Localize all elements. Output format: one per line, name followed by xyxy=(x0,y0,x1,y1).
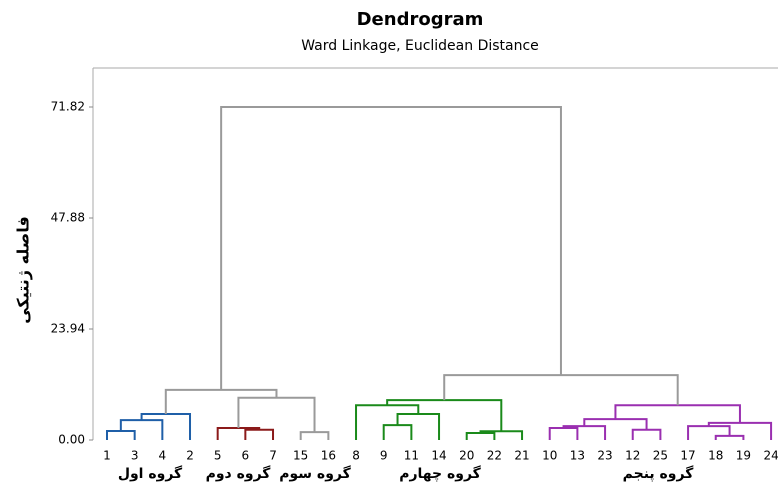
leaf-label: 23 xyxy=(597,449,612,463)
group-label: گروه دوم xyxy=(206,465,272,482)
leaf-label: 25 xyxy=(653,449,668,463)
y-tick-label: 71.82 xyxy=(51,100,85,114)
group-label: گروه چهارم xyxy=(399,465,481,482)
link xyxy=(631,428,662,440)
link xyxy=(583,418,648,430)
y-tick-label: 47.88 xyxy=(51,211,85,225)
link xyxy=(382,424,413,440)
link xyxy=(465,432,496,440)
link xyxy=(396,413,441,440)
leaf-label: 3 xyxy=(131,449,139,463)
y-axis-label: فاصله ژنتیکی xyxy=(14,216,33,324)
leaf-label: 15 xyxy=(293,449,308,463)
y-tick-label: 23.94 xyxy=(51,322,85,336)
link xyxy=(443,374,679,406)
link xyxy=(707,421,773,440)
leaf-label: 5 xyxy=(214,449,222,463)
leaf-label: 4 xyxy=(159,449,167,463)
leaf-label: 7 xyxy=(269,449,277,463)
leaf-label: 18 xyxy=(708,449,723,463)
leaf-label: 2 xyxy=(186,449,194,463)
link xyxy=(244,428,275,440)
group-label: گروه پنجم xyxy=(623,465,695,482)
leaf-label: 24 xyxy=(763,449,778,463)
y-tick-label: 0.00 xyxy=(58,433,85,447)
leaf-label: 9 xyxy=(380,449,388,463)
chart-title: Dendrogram xyxy=(357,9,484,30)
link xyxy=(714,434,745,440)
link xyxy=(106,430,136,440)
link xyxy=(140,413,192,440)
leaf-label: 11 xyxy=(404,449,419,463)
leaf-label: 13 xyxy=(570,449,585,463)
leaf-label: 22 xyxy=(487,449,502,463)
link xyxy=(548,426,579,440)
link xyxy=(216,426,261,440)
leaf-label: 14 xyxy=(431,449,446,463)
leaf-label: 17 xyxy=(680,449,695,463)
link xyxy=(164,388,278,415)
leaf-label: 6 xyxy=(242,449,250,463)
leaf-label: 16 xyxy=(321,449,336,463)
chart-subtitle: Ward Linkage, Euclidean Distance xyxy=(301,38,539,54)
link xyxy=(355,404,420,440)
link xyxy=(687,425,731,440)
link xyxy=(119,419,164,440)
leaf-label: 12 xyxy=(625,449,640,463)
leaf-label: 19 xyxy=(736,449,751,463)
leaf-label: 1 xyxy=(103,449,111,463)
leaf-label: 8 xyxy=(352,449,360,463)
link xyxy=(614,404,741,423)
link xyxy=(299,431,330,440)
leaf-label: 20 xyxy=(459,449,474,463)
leaf-label: 10 xyxy=(542,449,557,463)
link xyxy=(220,106,562,390)
group-label: گروه سوم xyxy=(279,465,351,482)
leaf-label: 21 xyxy=(514,449,529,463)
group-label: گروه اول xyxy=(118,465,183,482)
